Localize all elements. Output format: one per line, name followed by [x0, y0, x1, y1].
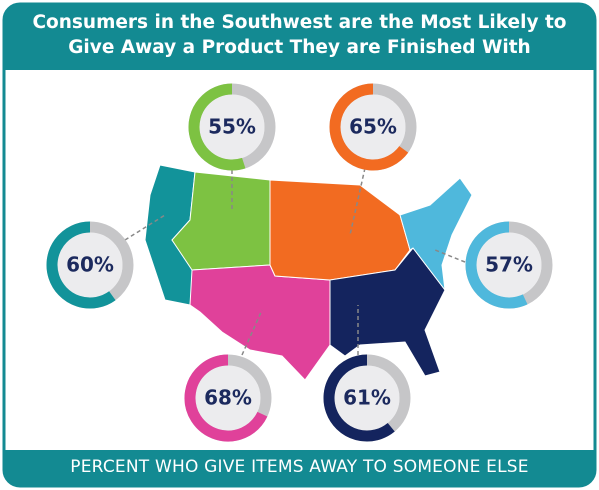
title-band — [4, 4, 595, 70]
data-label: 60% — [66, 253, 114, 277]
donut-center — [476, 232, 542, 298]
data-label: 55% — [208, 115, 256, 139]
donut-arc — [323, 354, 395, 442]
donut-center — [57, 232, 123, 298]
donut-center — [334, 365, 400, 431]
data-label: 65% — [349, 115, 397, 139]
leader — [241, 309, 263, 356]
donut-center — [195, 365, 261, 431]
caption: PERCENT WHO GIVE ITEMS AWAY TO SOMEONE E… — [70, 457, 529, 477]
donut-arc — [184, 354, 268, 442]
donut-arc — [46, 221, 116, 309]
data-label: 61% — [343, 386, 391, 410]
data-label: 68% — [204, 386, 252, 410]
leaders — [124, 167, 466, 356]
leader — [434, 249, 466, 263]
donut-center — [199, 94, 265, 160]
donut-arc — [188, 83, 246, 171]
leader — [349, 167, 366, 236]
region-northeast — [399, 177, 473, 292]
data-label: 57% — [485, 253, 533, 277]
caption-band — [4, 450, 595, 486]
chart-title: Consumers in the Southwest are the Most … — [32, 12, 567, 58]
us-map — [144, 164, 473, 381]
leader — [124, 214, 166, 241]
donut-center — [340, 94, 406, 160]
donut-arc — [465, 221, 528, 309]
donut-arc — [329, 83, 409, 171]
